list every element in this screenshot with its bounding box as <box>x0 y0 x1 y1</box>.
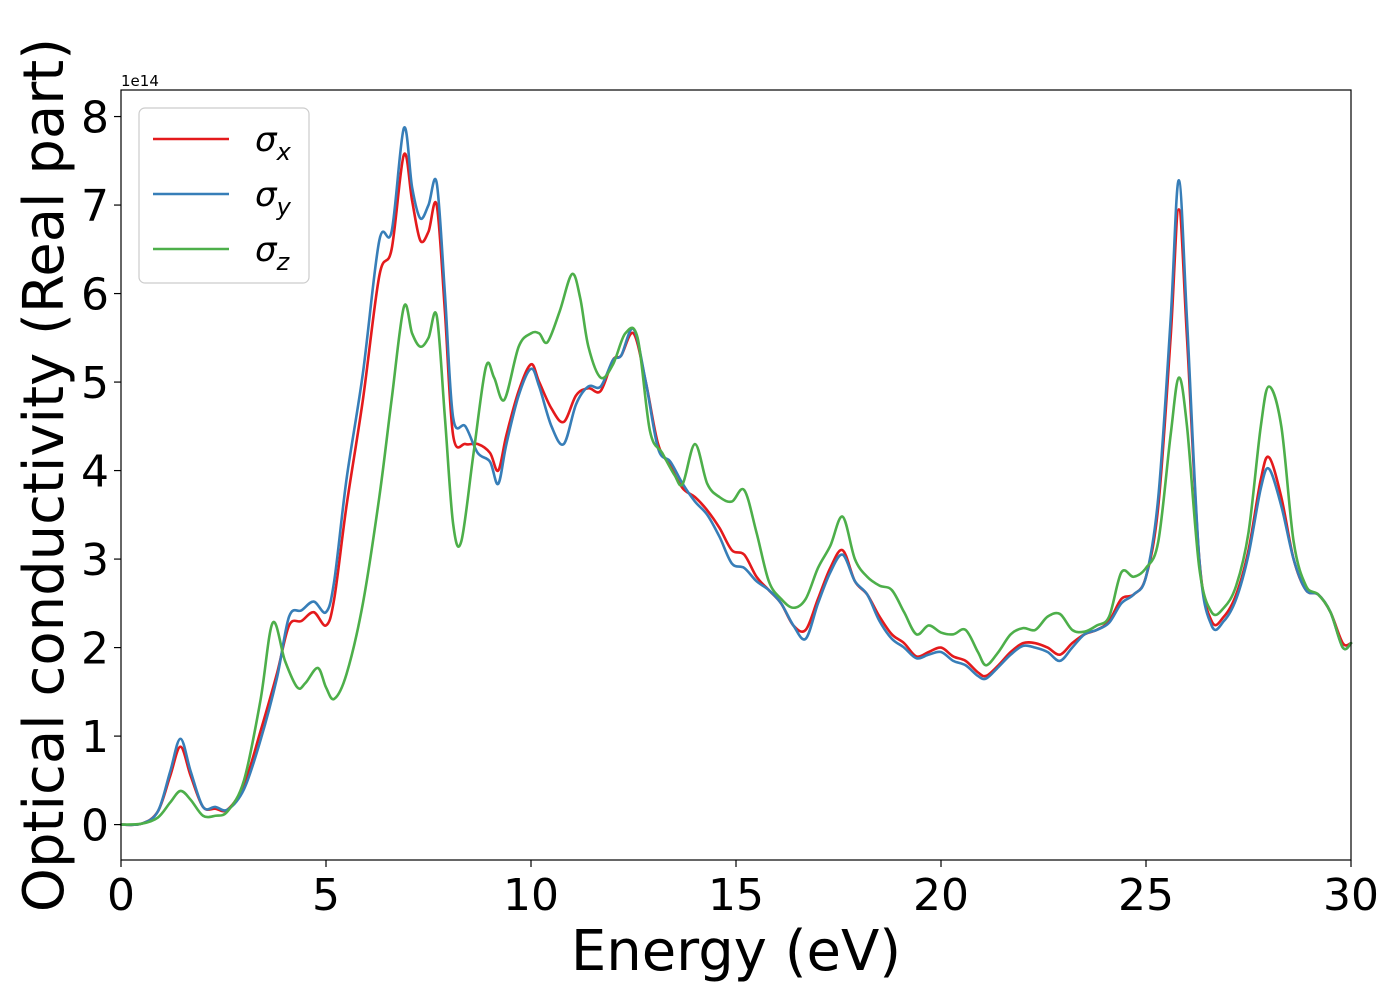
y-tick-label: 3 <box>81 535 109 586</box>
x-tick-label: 5 <box>312 870 340 921</box>
y-offset-label: 1e14 <box>121 72 159 90</box>
x-tick-label: 30 <box>1323 870 1379 921</box>
x-tick-label: 0 <box>107 870 135 921</box>
y-tick-label: 2 <box>81 624 109 675</box>
y-tick-label: 0 <box>81 801 109 852</box>
y-tick-label: 1 <box>81 712 109 763</box>
y-axis-title: Optical conductivity (Real part) <box>12 38 77 912</box>
legend-label-sigma-x: σx <box>255 120 292 166</box>
x-tick-label: 25 <box>1118 870 1174 921</box>
x-axis-ticks: 0 5 10 15 20 25 30 <box>107 860 1379 921</box>
x-axis-title: Energy (eV) <box>571 919 901 984</box>
legend-label-sigma-y: σy <box>255 175 292 221</box>
legend: σx σy σz <box>138 107 310 284</box>
x-tick-label: 10 <box>503 870 559 921</box>
y-tick-label: 5 <box>81 358 109 409</box>
y-tick-label: 6 <box>81 270 109 321</box>
y-tick-label: 7 <box>81 181 109 232</box>
legend-box <box>138 107 310 284</box>
y-tick-label: 4 <box>81 447 109 498</box>
legend-label-sigma-z: σz <box>255 230 291 276</box>
x-tick-label: 15 <box>708 870 764 921</box>
x-tick-label: 20 <box>913 870 969 921</box>
y-tick-label: 8 <box>81 93 109 144</box>
series-layer <box>119 126 1353 827</box>
series-line-sigma-z <box>119 272 1353 826</box>
series-line-sigma-y <box>119 126 1353 827</box>
y-axis-ticks: 0 1 2 3 4 5 6 7 8 <box>81 93 121 852</box>
